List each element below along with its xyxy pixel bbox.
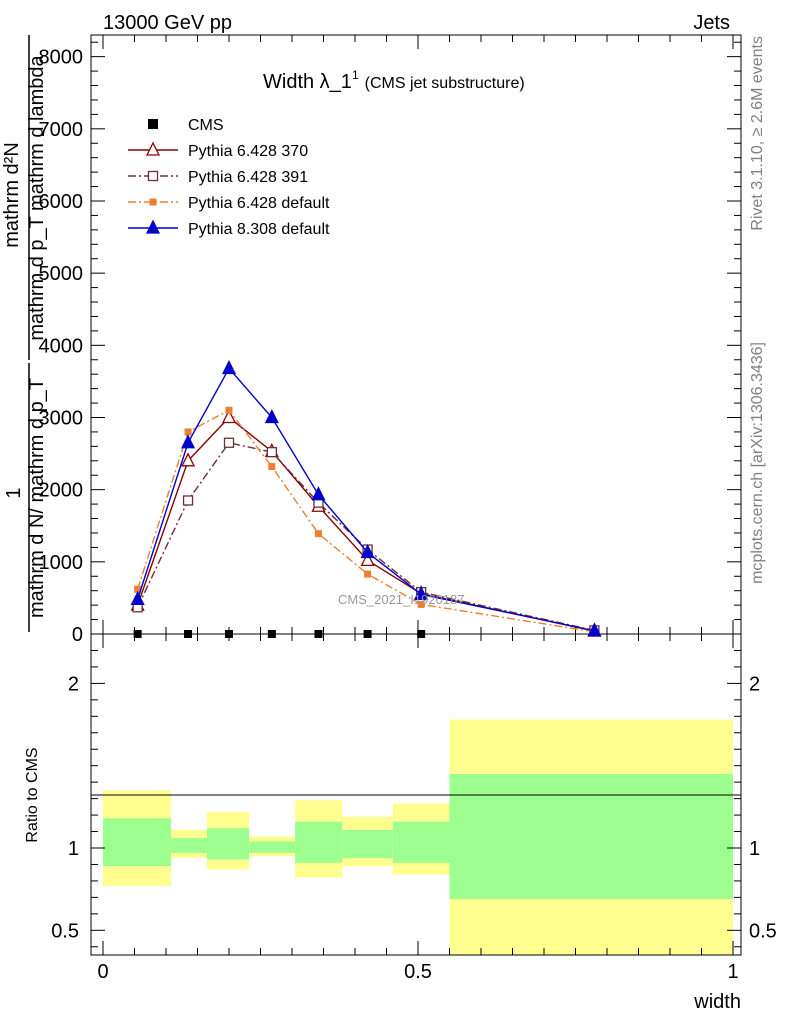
series-line-1 [137, 441, 595, 632]
axis-ticks [91, 35, 741, 955]
ratio-panel-frame [90, 633, 742, 956]
series-2-point [417, 600, 425, 608]
x-tick-label: 0 [97, 961, 108, 983]
ratio-y-tick-label-left: 1 [68, 838, 79, 860]
series-2-point [314, 530, 322, 538]
ratio-y-tick-label-left: 0.5 [51, 920, 79, 942]
ratio-green-band-7 [449, 773, 733, 900]
y-axis-label-lower: Ratio to CMS [24, 747, 41, 842]
y-tick-label: 2000 [39, 480, 84, 502]
ylabel-numerator: mathrm d²N [1, 142, 23, 248]
ratio-green-band-5 [342, 829, 393, 858]
series-3-point [311, 486, 326, 501]
series-2-point [268, 463, 276, 471]
legend-label: Pythia 6.428 391 [188, 169, 308, 186]
cms-data-point [314, 630, 323, 638]
cms-data-point [184, 630, 193, 638]
series-1-point [223, 437, 235, 448]
ratio-green-band-0 [103, 818, 172, 867]
y-tick-label: 5000 [39, 263, 84, 285]
legend-marker-2 [147, 170, 159, 182]
header-left: 13000 GeV pp [103, 12, 232, 34]
side-label-rivet: Rivet 3.1.10, ≥ 2.6M events [749, 36, 766, 231]
y-tick-label: 8000 [39, 47, 84, 69]
watermark: CMS_2021_I1920187 [338, 592, 465, 607]
series-3-point [587, 622, 602, 637]
cms-data-point [267, 630, 276, 638]
ratio-y-tick-label-right: 1 [749, 838, 760, 860]
y-tick-label: 7000 [39, 119, 84, 141]
header-right: Jets [693, 12, 730, 34]
legend: CMS Pythia 6.428 370 Pythia 6.428 391 Pythi… [128, 117, 330, 238]
ratio-y-tick-label-right: 2 [749, 673, 760, 695]
series-0-point [360, 551, 375, 567]
legend-label: CMS [188, 117, 224, 134]
series-3-point [221, 359, 237, 375]
legend-marker-4 [145, 219, 161, 234]
cms-data-point [363, 630, 372, 638]
series-1-point [182, 495, 194, 506]
ylabel-lhs: 1 [3, 487, 25, 498]
series-1-point [266, 446, 277, 458]
legend-label: Pythia 6.428 370 [188, 143, 308, 160]
ratio-green-band-2 [206, 828, 250, 860]
legend-marker-1 [145, 141, 161, 156]
cms-data-point [133, 630, 142, 638]
legend-marker-cms [148, 119, 158, 129]
series-line-2 [136, 409, 595, 633]
series-0-point [221, 409, 237, 424]
cms-data-point [417, 630, 426, 638]
axis-tick-labels: 0 1000 2000 3000 4000 5000 6000 7000 8000 0 0.5 1 0.… [39, 47, 777, 983]
y-tick-label: 0 [72, 624, 83, 646]
ratio-green-band-1 [171, 838, 207, 853]
chart-title-main: Width λ_1 [263, 71, 352, 93]
ratio-green-band-6 [392, 821, 450, 863]
x-tick-label: 0.5 [404, 961, 432, 983]
y-tick-label: 3000 [39, 407, 84, 429]
cms-layer [133, 630, 426, 638]
ratio-green-band-3 [249, 841, 296, 853]
series-3-point [130, 590, 145, 606]
cms-data-point [225, 630, 233, 638]
y-axis-label-upper: 1 mathrm d N/ mathrm d p_T mathrm d²N ma… [1, 35, 48, 632]
ratio-y-tick-label-left: 2 [68, 673, 79, 695]
y-tick-label: 6000 [39, 191, 84, 213]
ylabel-lhs-denominator: mathrm d N/ mathrm d p_T [26, 378, 48, 618]
side-label-mcplots: mcplots.cern.ch [arXiv:1306.3436] [749, 342, 766, 584]
y-tick-label: 1000 [39, 552, 84, 574]
series-layer [130, 359, 602, 637]
series-2-point [134, 585, 142, 593]
chart-title: Width λ_11 (CMS jet substructure) [263, 68, 525, 93]
legend-label: Pythia 8.308 default [188, 221, 330, 238]
legend-marker-3 [149, 198, 157, 206]
x-axis-label: width [693, 991, 741, 1013]
series-3-point [414, 585, 429, 600]
chart-title-note: (CMS jet substructure) [365, 75, 525, 92]
series-line-3 [136, 367, 595, 632]
legend-label: Pythia 6.428 default [188, 195, 330, 212]
ratio-y-tick-label-right: 0.5 [749, 920, 777, 942]
series-2-point [184, 428, 192, 436]
series-2-point [225, 406, 233, 414]
series-3-point [360, 543, 375, 559]
series-3-point [180, 434, 196, 449]
y-tick-label: 4000 [39, 335, 84, 357]
ratio-green-band-4 [295, 821, 343, 863]
ratio-bands [103, 719, 733, 955]
series-2-point [364, 570, 372, 578]
series-3-point [264, 409, 279, 424]
series-0-point [180, 452, 196, 467]
ylabel-denominator: mathrm d p_T mathrm d lambda [26, 54, 48, 340]
x-tick-label: 1 [727, 961, 738, 983]
chart-title-sup: 1 [352, 68, 359, 82]
